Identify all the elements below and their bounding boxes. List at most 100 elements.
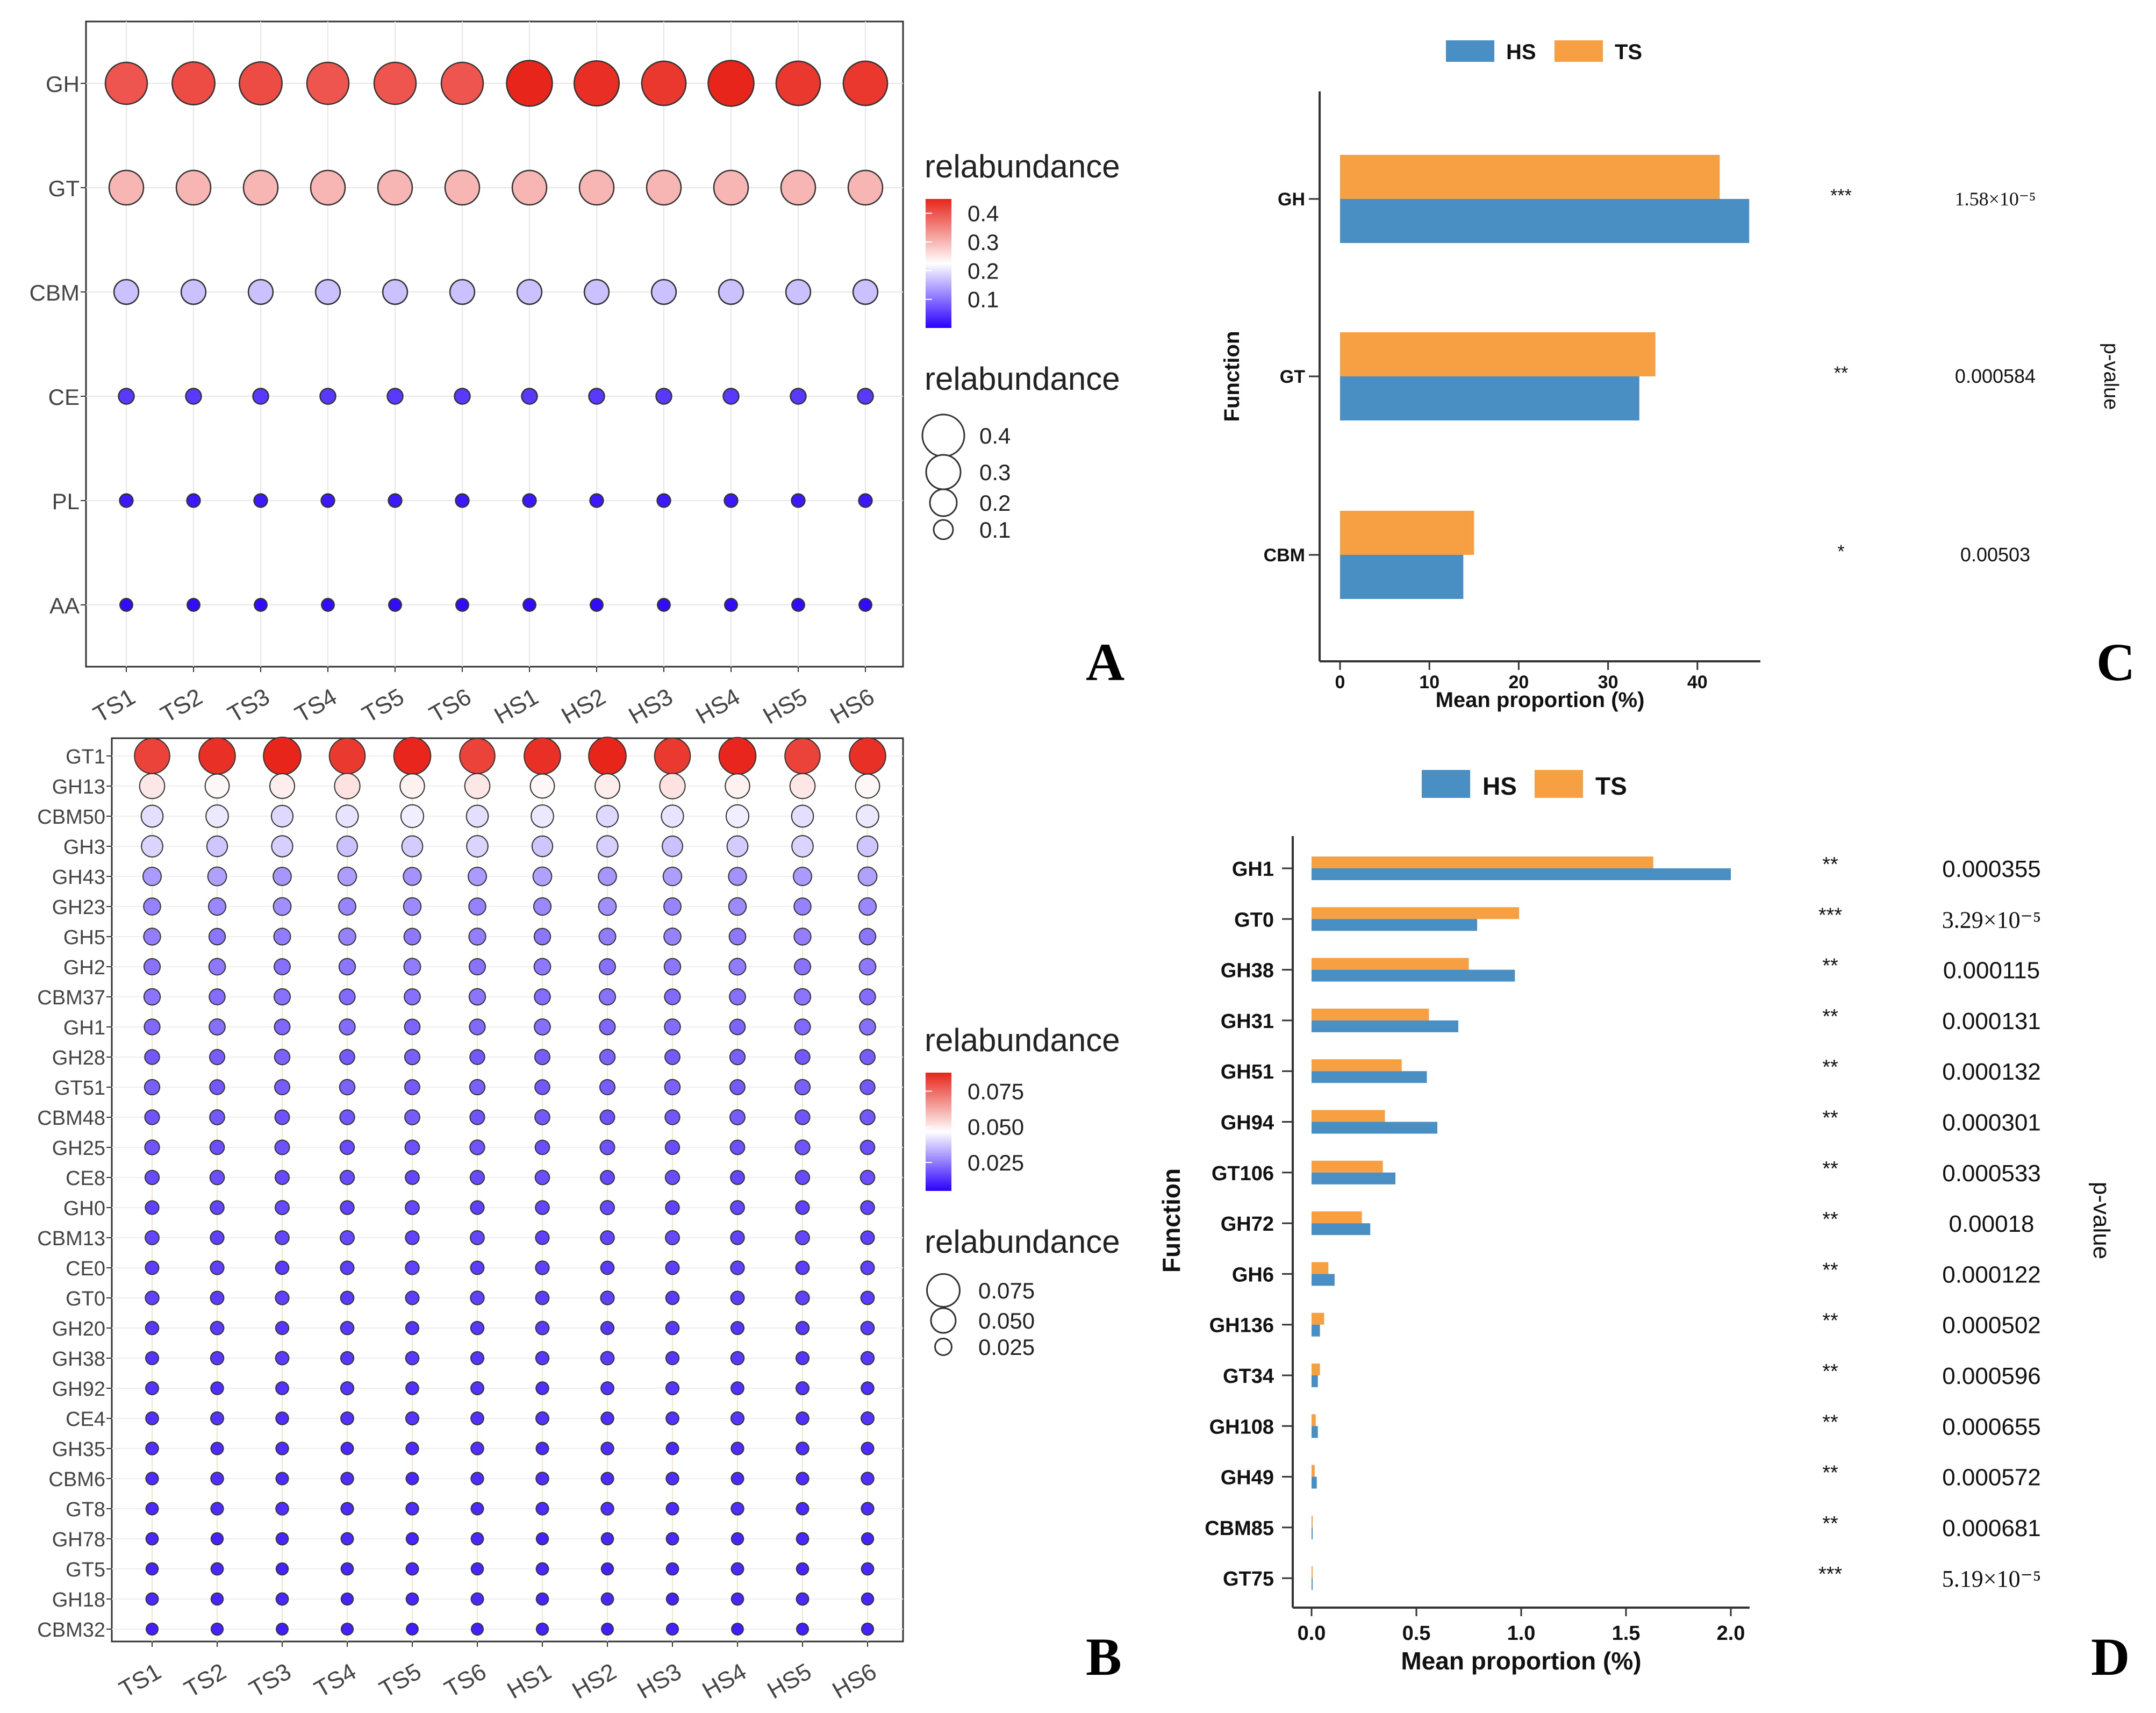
bubble [405, 1411, 420, 1426]
bubble [210, 1622, 224, 1636]
bubble [665, 1532, 679, 1546]
panel-c-x-ticks: 0 10 20 30 40 [1335, 661, 1708, 693]
bubble [725, 804, 750, 829]
bubble [340, 1562, 354, 1576]
bubble [335, 804, 359, 828]
x-tick-label: TS3 [245, 1658, 296, 1703]
bar-ts [1312, 1364, 1320, 1375]
bubble [728, 867, 747, 886]
y-tick-label: GH136 [1209, 1315, 1274, 1337]
bubble [535, 1200, 550, 1215]
bubble [405, 1321, 420, 1336]
bubble [665, 1260, 680, 1275]
bubble [861, 1411, 875, 1425]
bubble [665, 1381, 680, 1396]
bar-hs [1312, 1071, 1427, 1083]
bubble [469, 1109, 485, 1125]
bubble [516, 279, 543, 305]
bubble [796, 1472, 810, 1486]
p-value: 0.000502 [1942, 1312, 2041, 1339]
y-tick-label: GH51 [1221, 1061, 1274, 1083]
bubble [210, 1351, 225, 1366]
bubble [535, 1351, 550, 1366]
bubble [794, 1018, 811, 1036]
bubble [470, 1351, 485, 1366]
bubble [796, 1623, 809, 1636]
bubble [393, 737, 432, 775]
bubble [145, 1290, 160, 1305]
x-tick-label: HS3 [633, 1658, 686, 1704]
bubble [599, 1018, 616, 1036]
bubble [534, 988, 551, 1005]
y-tick-label: GH13 [52, 776, 105, 798]
bubble [208, 958, 226, 976]
bubble [339, 1049, 355, 1065]
bubble [535, 1230, 550, 1245]
bubble [535, 1472, 549, 1486]
y-tick-label: GH1 [63, 1017, 105, 1039]
bubble [730, 1472, 744, 1486]
bubble [729, 1048, 746, 1066]
bubble [599, 1079, 615, 1095]
bubble [145, 1351, 160, 1366]
p-value: 0.000681 [1942, 1515, 2041, 1541]
bubble [730, 1290, 745, 1305]
bubble [583, 279, 610, 305]
y-tick-label: GH25 [52, 1137, 105, 1160]
bubble [730, 1411, 745, 1426]
bubble [861, 1472, 875, 1486]
bubble [601, 1623, 614, 1636]
bubble [796, 1381, 810, 1395]
bubble [108, 169, 145, 206]
bubble [598, 988, 617, 1006]
bubble [664, 1109, 681, 1125]
panel-a-x-labels: TS1 TS2 TS3 TS4 TS5 TS6 HS1 HS2 HS3 HS4 HS5 HS6 [89, 667, 879, 729]
bubble [405, 1170, 420, 1185]
bubble [726, 835, 749, 858]
bubble [340, 1321, 355, 1336]
bubble [852, 279, 879, 305]
bar-ts [1340, 332, 1656, 376]
y-tick-label: CBM32 [37, 1619, 105, 1641]
bubble [145, 1321, 160, 1336]
bubble [790, 388, 807, 405]
bar-hs [1312, 1426, 1318, 1438]
bubble [470, 1200, 485, 1215]
bubble [796, 1411, 810, 1425]
bubble [662, 836, 683, 857]
bubble [204, 773, 230, 799]
bar-hs [1312, 919, 1478, 931]
bubble [320, 493, 335, 508]
bubble [598, 897, 617, 916]
bubble [796, 1532, 810, 1546]
bubble [275, 1170, 290, 1185]
bubble [598, 867, 617, 886]
bubble [339, 1139, 355, 1155]
bubble [469, 1139, 485, 1155]
bubble [145, 1260, 160, 1275]
bubble [795, 1290, 810, 1305]
significance-mark: ** [1822, 1310, 1838, 1332]
bubble [145, 1411, 159, 1425]
bubble [274, 958, 291, 975]
bubble [600, 1532, 614, 1546]
panel-a: GH GT CBM CE PL AA TS1 TS2 TS3 TS4 TS5 TS6 HS1 HS2 HS… [30, 20, 1124, 729]
bubble [724, 493, 739, 508]
bubble [470, 1562, 484, 1576]
panel-d-letter: D [2091, 1627, 2130, 1687]
bubble [589, 493, 604, 508]
bubble [404, 1139, 420, 1155]
y-tick-label: CBM [1264, 545, 1305, 566]
bubble [729, 1018, 746, 1036]
bubble [339, 1109, 355, 1125]
bubble [404, 1048, 421, 1066]
size-legend-label: 0.1 [979, 517, 1011, 543]
bubble [468, 867, 487, 886]
bubble [859, 1079, 876, 1095]
bubble [535, 1562, 549, 1576]
bubble [470, 1411, 484, 1425]
bubble [334, 773, 361, 800]
x-tick-label: HS6 [828, 1658, 881, 1704]
bubble [143, 927, 161, 946]
bubble [386, 388, 404, 405]
